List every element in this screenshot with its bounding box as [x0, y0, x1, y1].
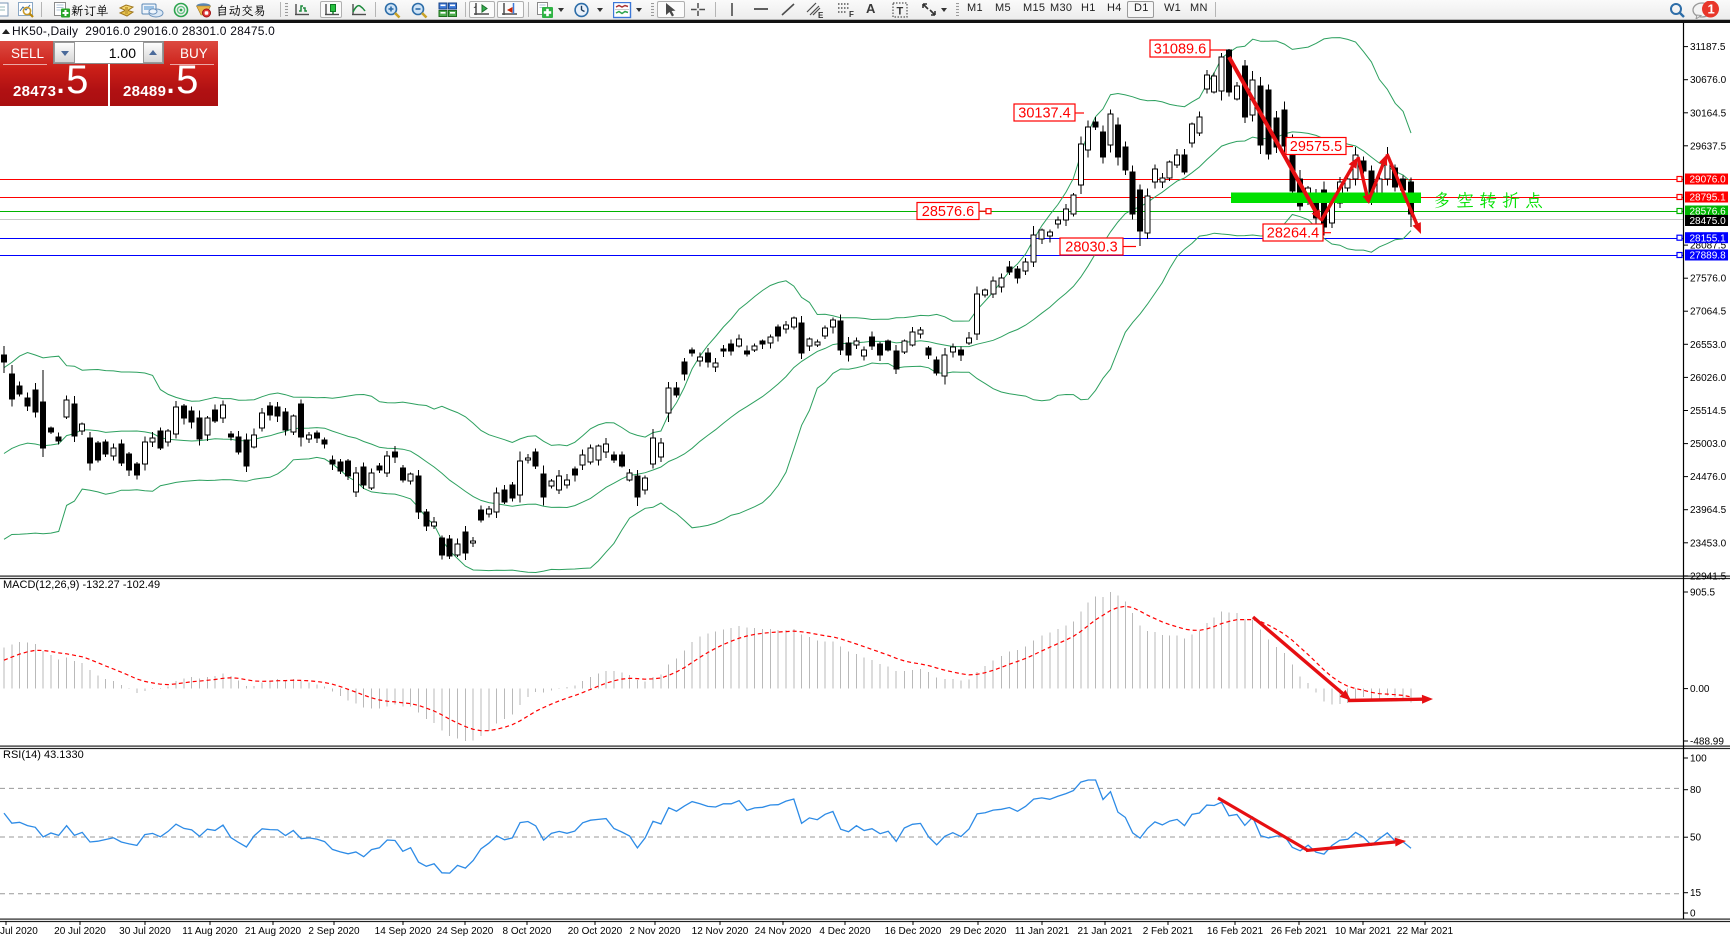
- svg-text:29637.5: 29637.5: [1690, 141, 1727, 152]
- svg-text:RSI(14) 43.1330: RSI(14) 43.1330: [3, 749, 84, 761]
- svg-text:26026.0: 26026.0: [1690, 373, 1727, 384]
- svg-text:21 Aug 2020: 21 Aug 2020: [245, 926, 302, 937]
- svg-text:MACD(12,26,9) -132.27 -102.49: MACD(12,26,9) -132.27 -102.49: [3, 579, 160, 591]
- svg-text:25514.5: 25514.5: [1690, 406, 1727, 417]
- svg-text:11 Aug 2020: 11 Aug 2020: [182, 926, 238, 937]
- svg-text:E: E: [818, 11, 824, 20]
- svg-text:24 Nov 2020: 24 Nov 2020: [755, 926, 812, 937]
- svg-text:20 Oct 2020: 20 Oct 2020: [568, 926, 623, 937]
- svg-text:Jul 2020: Jul 2020: [0, 926, 38, 937]
- svg-text:20 Jul 2020: 20 Jul 2020: [54, 926, 106, 937]
- svg-text:905.5: 905.5: [1690, 588, 1715, 599]
- svg-text:29575.5: 29575.5: [1290, 139, 1342, 155]
- svg-text:30 Jul 2020: 30 Jul 2020: [119, 926, 171, 937]
- svg-text:0: 0: [1690, 909, 1696, 920]
- svg-text:21 Jan 2021: 21 Jan 2021: [1077, 926, 1132, 937]
- svg-text:F: F: [849, 10, 854, 19]
- svg-text:27889.8: 27889.8: [1690, 251, 1727, 262]
- svg-text:23453.0: 23453.0: [1690, 538, 1727, 549]
- svg-text:16 Feb 2021: 16 Feb 2021: [1207, 926, 1264, 937]
- svg-text:31187.5: 31187.5: [1690, 42, 1726, 53]
- svg-text:4 Dec 2020: 4 Dec 2020: [819, 926, 871, 937]
- svg-text:27064.5: 27064.5: [1690, 307, 1727, 318]
- svg-text:22 Mar 2021: 22 Mar 2021: [1397, 926, 1454, 937]
- svg-text:28795.1: 28795.1: [1690, 193, 1727, 204]
- svg-text:2 Sep 2020: 2 Sep 2020: [308, 926, 360, 937]
- svg-text:12 Nov 2020: 12 Nov 2020: [692, 926, 749, 937]
- svg-text:15: 15: [1690, 888, 1702, 899]
- svg-text:28475.0: 28475.0: [1690, 216, 1727, 227]
- svg-text:31089.6: 31089.6: [1154, 42, 1206, 58]
- svg-text:16 Dec 2020: 16 Dec 2020: [885, 926, 942, 937]
- svg-text:30676.0: 30676.0: [1690, 75, 1727, 86]
- svg-text:T: T: [897, 6, 904, 18]
- svg-text:27576.0: 27576.0: [1690, 274, 1727, 285]
- svg-text:28264.4: 28264.4: [1267, 226, 1319, 242]
- svg-text:23964.5: 23964.5: [1690, 505, 1727, 516]
- svg-text:25003.0: 25003.0: [1690, 439, 1727, 450]
- svg-text:26553.0: 26553.0: [1690, 340, 1727, 351]
- svg-text:-488.99: -488.99: [1690, 737, 1724, 748]
- svg-text:2 Nov 2020: 2 Nov 2020: [629, 926, 681, 937]
- svg-text:24476.0: 24476.0: [1690, 472, 1727, 483]
- svg-text:30137.4: 30137.4: [1018, 106, 1070, 122]
- svg-text:24 Sep 2020: 24 Sep 2020: [437, 926, 494, 937]
- svg-text:22941.5: 22941.5: [1690, 571, 1727, 582]
- svg-text:29076.0: 29076.0: [1690, 175, 1727, 186]
- svg-text:10 Mar 2021: 10 Mar 2021: [1335, 926, 1392, 937]
- svg-text:30164.5: 30164.5: [1690, 108, 1727, 119]
- svg-text:28087.5: 28087.5: [1690, 241, 1727, 252]
- svg-text:26 Feb 2021: 26 Feb 2021: [1271, 926, 1328, 937]
- svg-text:28576.6: 28576.6: [922, 204, 974, 220]
- svg-text:100: 100: [1690, 754, 1707, 765]
- svg-text:11 Jan 2021: 11 Jan 2021: [1015, 926, 1070, 937]
- svg-text:28155.1: 28155.1: [1690, 233, 1727, 244]
- svg-text:0.00: 0.00: [1690, 684, 1710, 695]
- svg-text:14 Sep 2020: 14 Sep 2020: [375, 926, 432, 937]
- svg-text:29 Dec 2020: 29 Dec 2020: [950, 926, 1007, 937]
- svg-text:50: 50: [1690, 833, 1702, 844]
- svg-text:1: 1: [1708, 2, 1715, 17]
- svg-text:2 Feb 2021: 2 Feb 2021: [1143, 926, 1194, 937]
- svg-text:28576.6: 28576.6: [1690, 207, 1727, 218]
- svg-text:28030.3: 28030.3: [1065, 240, 1117, 256]
- svg-text:8 Oct 2020: 8 Oct 2020: [503, 926, 552, 937]
- svg-text:80: 80: [1690, 785, 1702, 796]
